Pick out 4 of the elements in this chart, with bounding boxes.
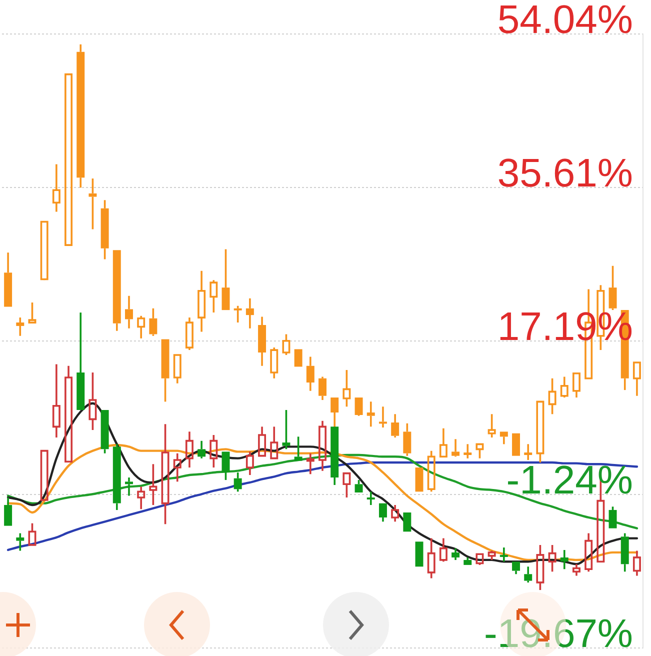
- y-tick-label: 54.04%: [497, 0, 633, 42]
- y-tick-label: -19.67%: [484, 612, 633, 656]
- y-tick-label: -1.24%: [506, 458, 633, 503]
- y-tick-label: 35.61%: [497, 152, 633, 196]
